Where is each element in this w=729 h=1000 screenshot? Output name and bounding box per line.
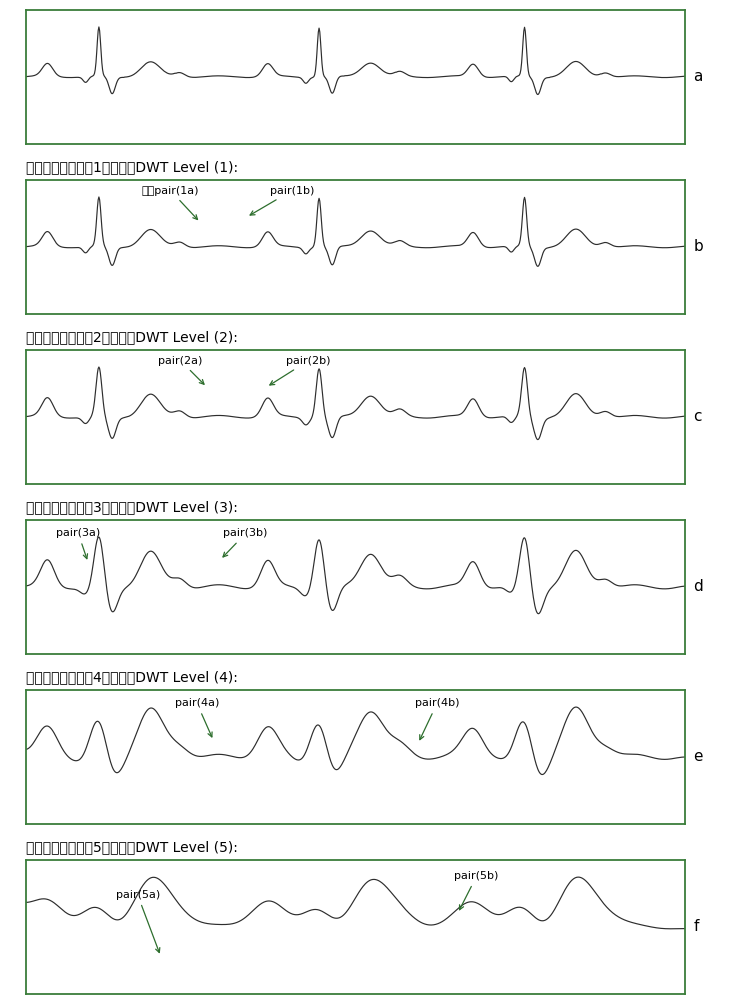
Text: pair(2b): pair(2b) — [270, 356, 331, 385]
Text: f: f — [693, 919, 698, 934]
Text: pair(2a): pair(2a) — [158, 356, 204, 384]
Text: 点对pair(1a): 点对pair(1a) — [142, 186, 200, 219]
Text: 离散小波变换第（5）分解级DWT Level (5):: 离散小波变换第（5）分解级DWT Level (5): — [26, 840, 238, 854]
Text: pair(4a): pair(4a) — [175, 698, 219, 737]
Text: e: e — [693, 749, 703, 764]
Text: pair(5a): pair(5a) — [116, 890, 160, 953]
Text: 离散小波变换第（1）分解级DWT Level (1):: 离散小波变换第（1）分解级DWT Level (1): — [26, 160, 238, 174]
Text: d: d — [693, 579, 703, 594]
Text: 离散小波变换第（2）分解级DWT Level (2):: 离散小波变换第（2）分解级DWT Level (2): — [26, 330, 238, 344]
Text: pair(1b): pair(1b) — [250, 186, 314, 215]
Text: 离散小波变换第（4）分解级DWT Level (4):: 离散小波变换第（4）分解级DWT Level (4): — [26, 670, 238, 684]
Text: b: b — [693, 239, 703, 254]
Text: pair(3b): pair(3b) — [223, 528, 268, 557]
Text: a: a — [693, 69, 703, 84]
Text: pair(4b): pair(4b) — [415, 698, 459, 740]
Text: pair(5b): pair(5b) — [454, 871, 499, 910]
Text: c: c — [693, 409, 702, 424]
Text: pair(3a): pair(3a) — [56, 528, 101, 559]
Text: 离散小波变换第（3）分解级DWT Level (3):: 离散小波变换第（3）分解级DWT Level (3): — [26, 500, 238, 514]
